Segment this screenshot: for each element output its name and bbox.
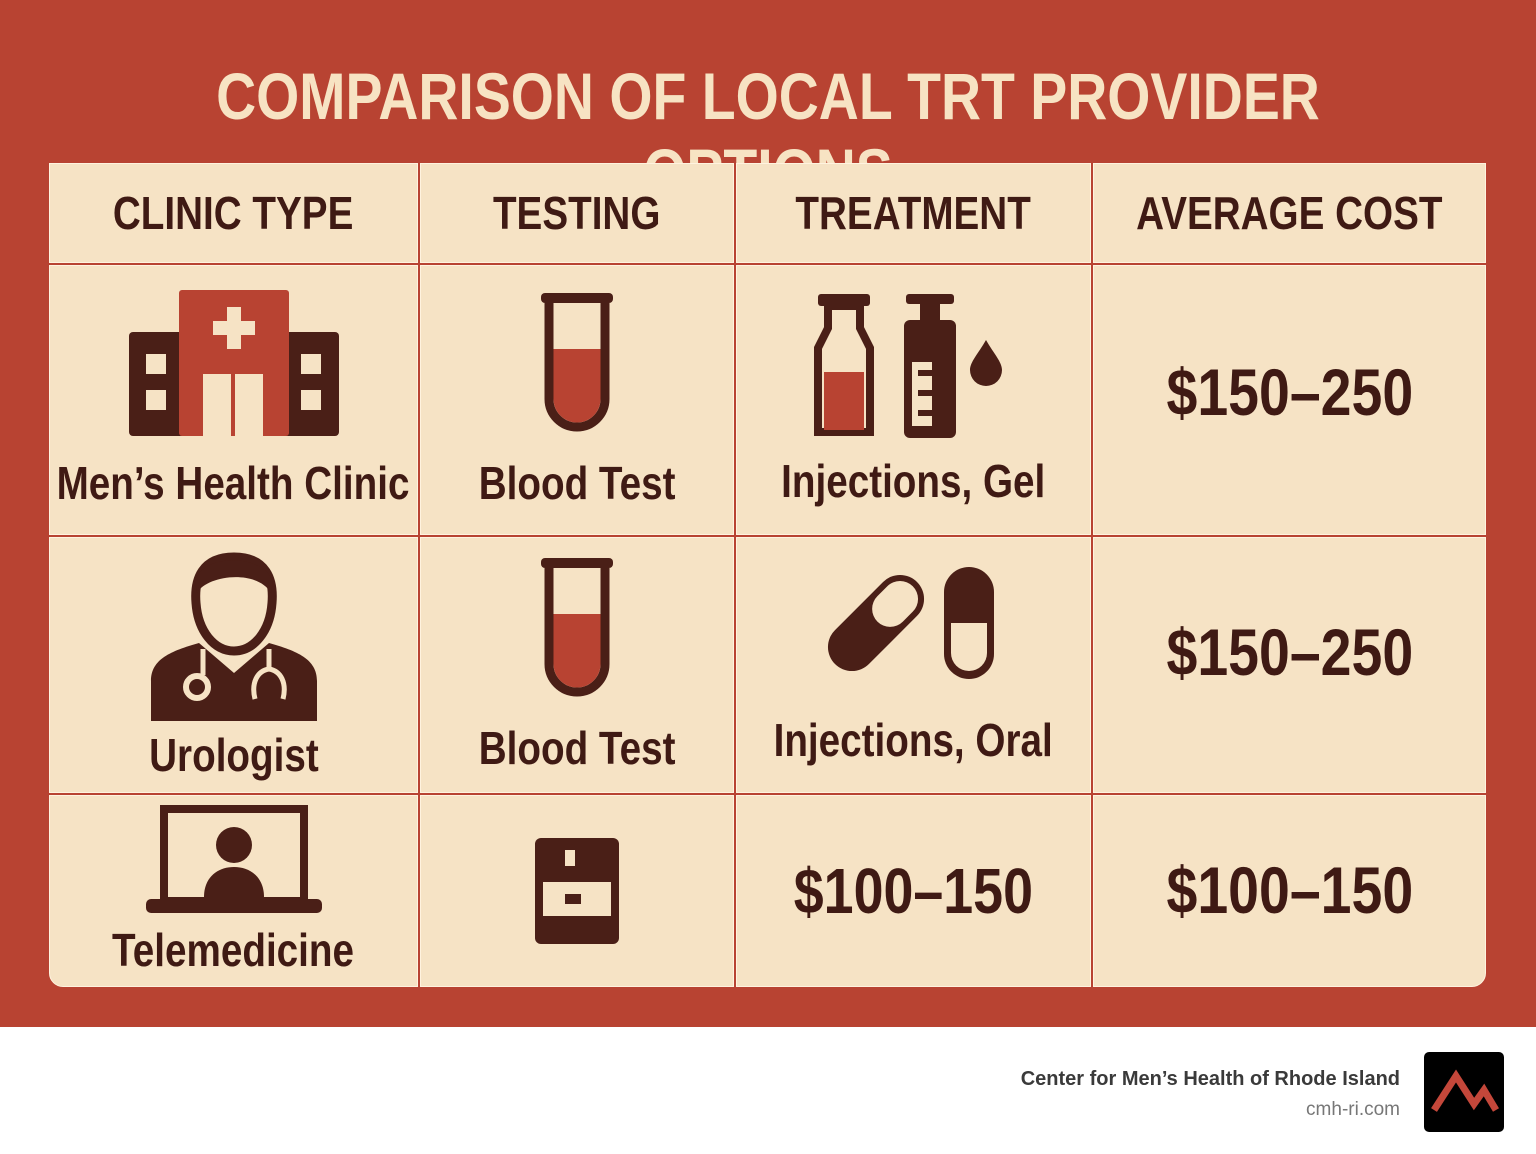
clinic-type-label: Urologist (148, 728, 319, 781)
cost-value: $150–250 (1166, 355, 1413, 429)
pill-icon (827, 567, 994, 679)
cell-clinic-type: Urologist (49, 537, 418, 793)
cell-average-cost: $150–250 (1093, 537, 1486, 793)
treatment-label: Injections, Oral (773, 714, 1054, 766)
header-label: AVERAGE COST (1136, 187, 1443, 239)
header-label: CLINIC TYPE (113, 187, 354, 239)
hospital-icon (128, 290, 339, 436)
header-treatment: TREATMENT (736, 163, 1091, 263)
test-kit-icon (535, 838, 619, 944)
footer-url[interactable]: cmh-ri.com (1306, 1099, 1400, 1120)
clinic-type-label: Telemedicine (112, 924, 355, 976)
header-label: TREATMENT (795, 187, 1032, 239)
header-testing: TESTING (420, 163, 734, 263)
cell-testing: Blood Test (420, 537, 734, 793)
mountain-logo-icon (1431, 1069, 1500, 1112)
doctor-icon (150, 551, 317, 721)
testing-label: Blood Test (478, 456, 676, 509)
test-tube-icon (541, 557, 613, 696)
cell-testing (420, 795, 734, 987)
header-average-cost: AVERAGE COST (1093, 163, 1486, 263)
laptop-video-icon (145, 805, 322, 913)
treatment-label: Injections, Gel (781, 455, 1046, 507)
test-tube-icon (541, 292, 613, 431)
cell-average-cost: $100–150 (1093, 795, 1486, 987)
cell-clinic-type: Telemedicine (49, 795, 418, 987)
treatment-cost-value: $100–150 (793, 855, 1034, 927)
cost-value: $100–150 (1166, 853, 1413, 927)
footer-org-name: Center for Men’s Health of Rhode Island (1020, 1068, 1400, 1090)
header-clinic-type: CLINIC TYPE (49, 163, 418, 263)
cell-average-cost: $150–250 (1093, 265, 1486, 535)
header-label: TESTING (493, 187, 661, 239)
cell-clinic-type: Men’s Health Clinic (49, 265, 418, 535)
brand-logo (1424, 1052, 1504, 1132)
cell-treatment: Injections, Gel (736, 265, 1091, 535)
cell-treatment: $100–150 (736, 795, 1091, 987)
testing-label: Blood Test (478, 721, 676, 774)
clinic-type-label: Men’s Health Clinic (57, 457, 410, 509)
vial-gel-icon (813, 294, 1002, 438)
cell-treatment: Injections, Oral (736, 537, 1091, 793)
cost-value: $150–250 (1166, 615, 1413, 689)
infographic-poster: COMPARISON OF LOCAL TRT PROVIDER OPTIONS… (0, 0, 1536, 1027)
cell-testing: Blood Test (420, 265, 734, 535)
